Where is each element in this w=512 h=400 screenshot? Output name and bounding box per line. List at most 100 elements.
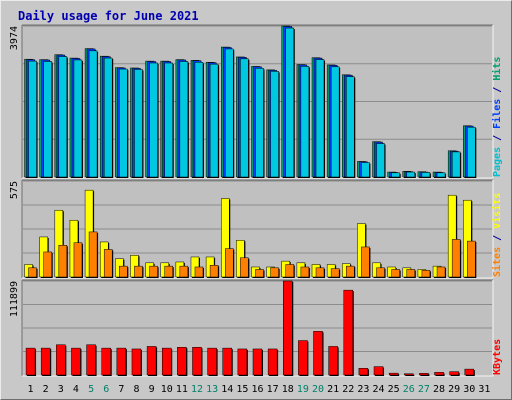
hits-files-pages-pages-bar-day-22 [346, 76, 355, 178]
kbytes-kbytes-bar-day-21 [328, 346, 338, 376]
x-tick-label-day-13: 13 [206, 384, 218, 395]
kbytes-kbytes-bar-day-1 [25, 347, 36, 376]
hits-files-pages-legend-part-0: Pages [492, 147, 503, 177]
x-tick-label-day-9: 9 [149, 384, 155, 395]
x-tick-label-day-6: 6 [103, 384, 109, 395]
visits-sites-sites-bar-day-10 [164, 265, 173, 278]
kbytes-side-legend: KBytes [492, 339, 503, 375]
kbytes-kbytes-shadow-day-26 [405, 374, 415, 376]
hits-files-pages-pages-bar-day-5 [88, 50, 98, 178]
x-tick-label-day-20: 20 [312, 384, 324, 395]
hits-files-pages-pages-bar-day-19 [300, 66, 310, 178]
hits-files-pages-pages-bar-day-13 [209, 63, 219, 178]
visits-sites-sites-bar-day-7 [119, 265, 128, 278]
kbytes-kbytes-bar-day-26 [404, 373, 414, 376]
kbytes-kbytes-bar-day-8 [131, 348, 142, 376]
kbytes-kbytes-bar-day-15 [237, 348, 248, 376]
hits-files-pages-pages-bar-day-25 [391, 172, 400, 178]
kbytes-kbytes-bar-day-3 [56, 344, 66, 376]
kbytes-kbytes-bar-day-17 [267, 348, 278, 376]
kbytes-kbytes-bar-day-5 [86, 344, 96, 376]
x-tick-label-day-5: 5 [88, 384, 94, 395]
x-tick-label-day-26: 26 [403, 384, 415, 395]
x-tick-label-day-22: 22 [342, 384, 354, 395]
kbytes-kbytes-bar-day-9 [146, 346, 157, 376]
visits-sites-sites-bar-day-17 [270, 267, 279, 278]
x-tick-label-day-14: 14 [221, 384, 233, 395]
hits-files-pages-pages-bar-day-4 [73, 59, 83, 178]
hits-files-pages-pages-bar-day-14 [224, 48, 234, 178]
x-tick-label-day-8: 8 [133, 384, 139, 395]
visits-sites-sites-bar-day-5 [88, 231, 98, 278]
hits-files-pages-pages-bar-day-23 [361, 162, 370, 178]
hits-files-pages-pages-bar-day-16 [255, 68, 264, 178]
kbytes-kbytes-bar-day-22 [343, 289, 354, 376]
visits-sites-sites-bar-day-14 [224, 248, 234, 278]
kbytes-kbytes-bar-day-25 [388, 372, 399, 376]
kbytes-kbytes-bar-day-30 [464, 368, 475, 376]
visits-sites-sites-bar-day-2 [43, 251, 52, 278]
visits-sites-sites-bar-day-6 [103, 249, 113, 278]
visits-sites-sites-bar-day-30 [467, 240, 476, 278]
visits-sites-side-legend: Sites / Visits [491, 193, 503, 277]
hits-files-pages-pages-bar-day-10 [164, 62, 173, 178]
visits-sites-sites-bar-day-3 [58, 245, 68, 278]
hits-files-pages-pages-bar-day-24 [376, 143, 385, 178]
hits-files-pages-legend-part-3: / [492, 81, 503, 99]
visits-sites-sites-bar-day-15 [240, 257, 249, 278]
hits-files-pages-pages-bar-day-8 [134, 69, 143, 178]
kbytes-kbytes-bar-day-10 [161, 347, 172, 376]
visits-sites-sites-bar-day-1 [28, 267, 37, 278]
hits-files-pages-legend-part-4: Hits [491, 57, 503, 81]
x-tick-label-day-27: 27 [418, 384, 430, 395]
visits-sites-sites-bar-day-11 [179, 265, 189, 278]
visits-sites-sites-bar-day-20 [315, 267, 325, 278]
x-tick-label-day-1: 1 [28, 384, 34, 395]
x-tick-label-day-16: 16 [251, 384, 263, 395]
kbytes-kbytes-bar-day-24 [373, 366, 384, 376]
visits-sites-sites-bar-day-26 [406, 269, 416, 278]
visits-sites-sites-bar-day-12 [194, 266, 204, 278]
kbytes-kbytes-bar-day-29 [449, 371, 459, 376]
hits-files-pages-pages-bar-day-28 [436, 172, 446, 178]
x-tick-label-day-25: 25 [388, 384, 400, 395]
hits-files-pages-side-legend: Pages / Files / Hits [491, 57, 503, 177]
hits-files-pages-max-label: 3974 [9, 26, 20, 50]
hits-files-pages-pages-bar-day-15 [240, 58, 249, 178]
visits-sites-sites-bar-day-25 [391, 269, 400, 278]
x-tick-label-day-17: 17 [267, 384, 279, 395]
kbytes-kbytes-bar-day-18 [283, 280, 293, 376]
hits-files-pages-pages-bar-day-12 [194, 61, 204, 178]
visits-sites-sites-bar-day-23 [361, 246, 370, 278]
hits-files-pages-pages-bar-day-3 [58, 56, 68, 178]
x-tick-label-day-24: 24 [373, 384, 385, 395]
x-tick-label-day-31: 31 [478, 384, 490, 395]
visits-sites-legend-part-0: Sites [491, 247, 503, 277]
kbytes-kbytes-bar-day-6 [101, 347, 111, 376]
hits-files-pages-pages-bar-day-29 [451, 151, 461, 178]
kbytes-kbytes-bar-day-23 [358, 368, 369, 376]
visits-sites-sites-bar-day-21 [330, 268, 340, 278]
chart-title: Daily usage for June 2021 [18, 9, 199, 23]
kbytes-kbytes-bar-day-4 [71, 347, 81, 376]
x-tick-label-day-30: 30 [463, 384, 475, 395]
kbytes-kbytes-bar-day-14 [222, 347, 232, 376]
visits-sites-sites-bar-day-16 [255, 269, 264, 278]
hits-files-pages-pages-bar-day-21 [330, 66, 340, 178]
kbytes-kbytes-bar-day-28 [434, 372, 444, 376]
kbytes-kbytes-bar-day-16 [252, 348, 263, 376]
hits-files-pages-pages-bar-day-11 [179, 61, 189, 178]
visits-sites-max-label: 575 [9, 181, 20, 199]
kbytes-kbytes-bar-day-19 [298, 340, 308, 376]
hits-files-pages-pages-bar-day-7 [119, 68, 128, 178]
hits-files-pages-legend-part-2: Files [491, 99, 503, 129]
x-tick-label-day-15: 15 [236, 384, 248, 395]
x-tick-label-day-10: 10 [161, 384, 173, 395]
hits-files-pages-pages-bar-day-1 [28, 60, 37, 178]
visits-sites-sites-bar-day-24 [376, 267, 385, 278]
kbytes-kbytes-bar-day-2 [40, 347, 51, 376]
x-tick-label-day-11: 11 [176, 384, 188, 395]
hits-files-pages-pages-bar-day-6 [103, 57, 113, 178]
hits-files-pages-pages-bar-day-18 [285, 27, 295, 178]
